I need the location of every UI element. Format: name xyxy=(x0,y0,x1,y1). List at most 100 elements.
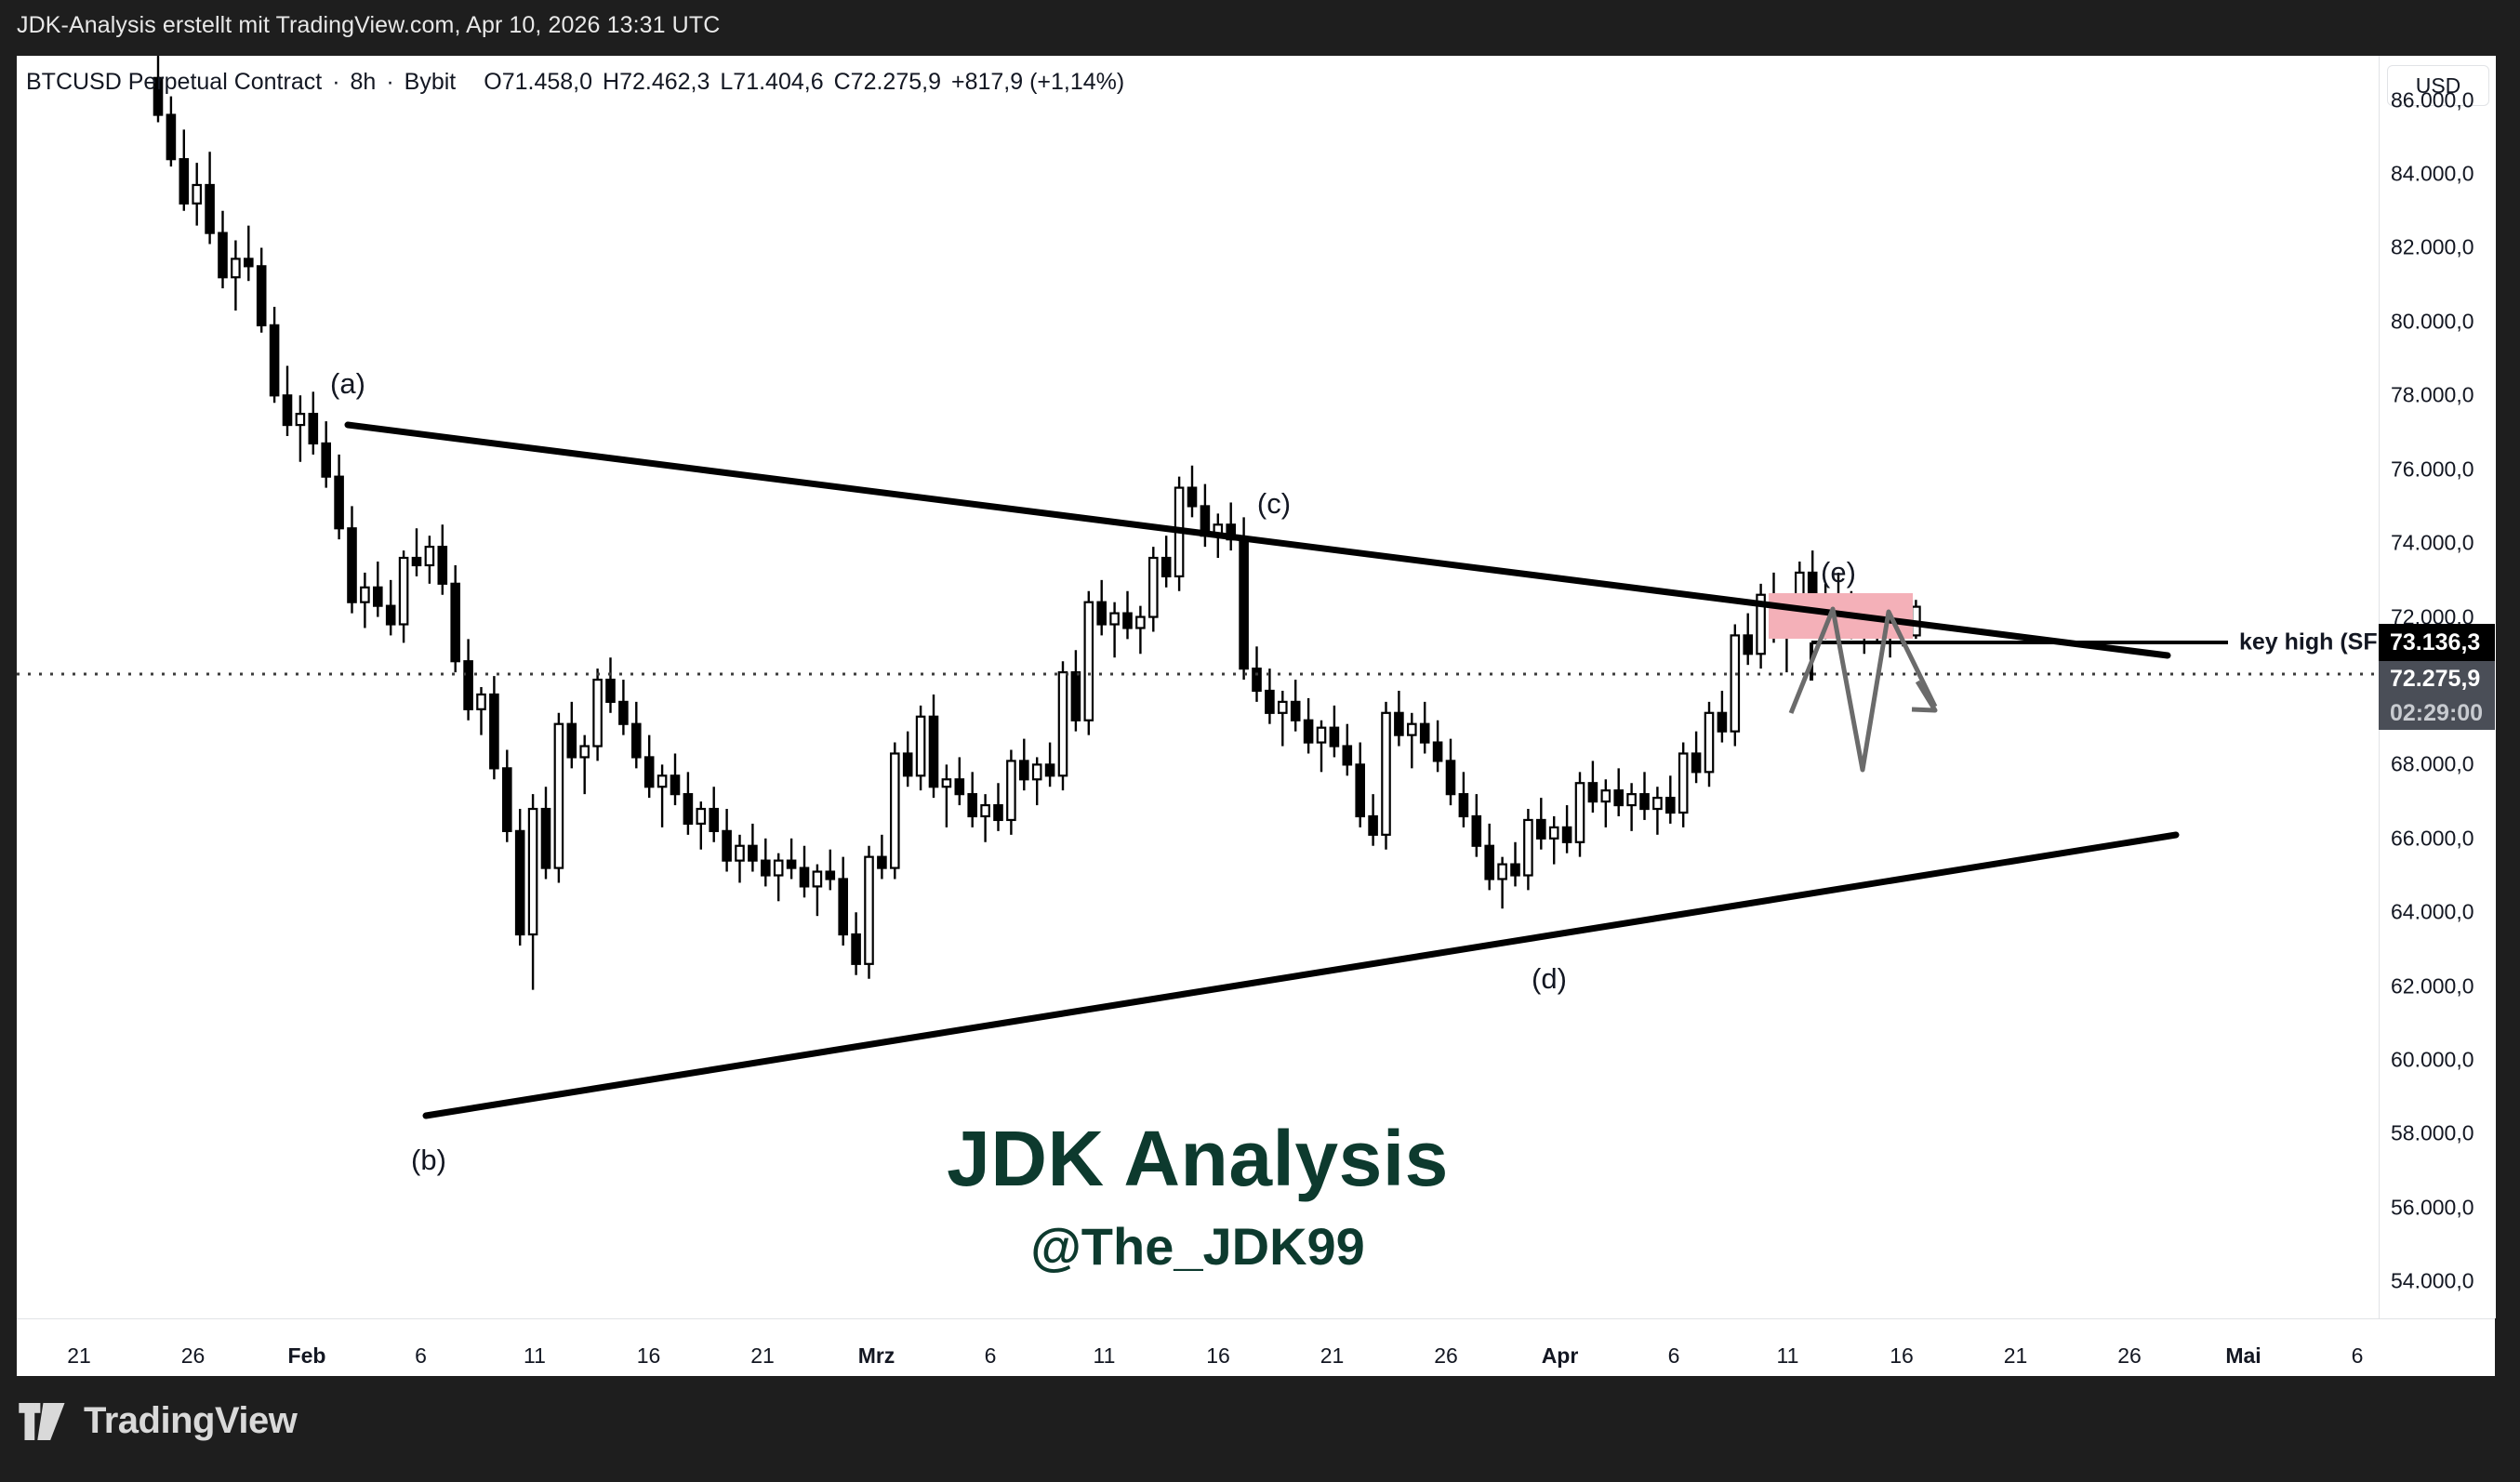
chart-drawings-layer xyxy=(17,56,2379,1119)
top-caption-bar: JDK-Analysis erstellt mit TradingView.co… xyxy=(0,0,2520,56)
candle-body-down xyxy=(166,113,177,161)
key-high-label: key high (SFP?) xyxy=(2239,629,2379,655)
candle-body-down xyxy=(566,722,577,759)
candle-body-down xyxy=(308,413,319,445)
candle-body-up xyxy=(1756,593,1766,655)
candle-body-up xyxy=(360,586,370,603)
candle-body-down xyxy=(709,807,719,832)
candle-body-down xyxy=(1018,760,1029,781)
candle-body-down xyxy=(218,232,228,279)
price-tick: 62.000,0 xyxy=(2391,973,2474,999)
candle-body-down xyxy=(373,586,383,607)
candle-body-up xyxy=(592,678,603,748)
price-axis-unit: USD xyxy=(2387,65,2489,106)
candle-body-down xyxy=(851,933,861,965)
candle-body-down xyxy=(1252,668,1262,693)
candle-body-up xyxy=(735,844,745,862)
candle-body-down xyxy=(630,722,642,759)
current-price-label: 72.275,9 xyxy=(2379,661,2495,696)
candle-body-down xyxy=(321,442,331,478)
candle-body-down xyxy=(902,752,913,777)
price-tick: 56.000,0 xyxy=(2391,1195,2474,1220)
candle-body-down xyxy=(1265,689,1275,714)
legend-interval[interactable]: 8h xyxy=(350,69,377,95)
footer-bar: TradingView xyxy=(0,1376,2520,1482)
candle-body-up xyxy=(1083,601,1094,721)
candle-body-down xyxy=(1161,556,1172,577)
time-tick-day: 11 xyxy=(1093,1343,1116,1368)
candle-body-down xyxy=(437,546,448,585)
candle-body-down xyxy=(540,807,551,869)
candle-body-down xyxy=(411,556,422,567)
candle-body-down xyxy=(1691,752,1702,774)
tradingview-logo[interactable]: TradingView xyxy=(19,1400,298,1442)
candle-body-up xyxy=(1057,671,1068,777)
lower-trendline[interactable] xyxy=(422,831,2180,1119)
tradingview-mark-icon xyxy=(19,1402,65,1440)
time-tick-day: 16 xyxy=(636,1343,661,1368)
time-tick-day: 21 xyxy=(750,1343,775,1368)
candle-body-down xyxy=(1484,844,1494,880)
projection-arrow-icon xyxy=(1911,680,1938,713)
time-axis[interactable]: 21 26 Feb 6 11 16 21 Mrz 6 11 16 21 26 Apr 6 11 16 21 26 Ma… xyxy=(17,1318,2495,1377)
candle-body-down xyxy=(1187,486,1198,508)
wave-label-c: (c) xyxy=(1256,487,1292,520)
candle-body-down xyxy=(825,870,836,880)
candle-body-down xyxy=(618,700,629,725)
candle-body-down xyxy=(1743,634,1753,655)
price-tick: 60.000,0 xyxy=(2391,1047,2474,1072)
candle-body-up xyxy=(1730,634,1741,733)
candle-body-down xyxy=(1535,818,1546,840)
candle-body-up xyxy=(1548,826,1559,840)
candle-body-up xyxy=(864,855,874,965)
key-high-price-label: 73.136,3 xyxy=(2379,624,2495,661)
price-plot-area[interactable]: BTCUSD Perpetual Contract · 8h · Bybit O… xyxy=(17,56,2379,1318)
candle-body-up xyxy=(295,413,306,427)
time-tick-day: 6 xyxy=(1667,1343,1680,1368)
candle-body-up xyxy=(424,546,435,567)
time-tick-day: 16 xyxy=(1890,1343,1914,1368)
candle-body-down xyxy=(347,527,357,603)
candle-body-down xyxy=(205,183,215,234)
candle-body-down xyxy=(605,678,616,703)
time-tick-month: Apr xyxy=(1541,1343,1579,1368)
candle-body-down xyxy=(967,793,977,818)
candle-body-down xyxy=(1419,722,1430,744)
candle-body-down xyxy=(1290,700,1301,721)
candle-body-up xyxy=(1652,797,1663,811)
candle-body-down xyxy=(1639,793,1650,811)
projection-path xyxy=(1788,606,1938,773)
candle-body-up xyxy=(696,807,707,826)
candle-body-up xyxy=(527,807,538,936)
time-tick-day: 16 xyxy=(1206,1343,1230,1368)
symbol-legend[interactable]: BTCUSD Perpetual Contract · 8h · Bybit O… xyxy=(26,69,1124,96)
candle-body-down xyxy=(256,265,267,326)
candle-body-up xyxy=(476,693,486,710)
candle-body-up xyxy=(980,803,990,818)
bar-countdown-label: 02:29:00 xyxy=(2379,696,2495,730)
wave-label-e: (e) xyxy=(1821,556,1856,589)
candle-body-up xyxy=(657,774,668,788)
price-tick: 68.000,0 xyxy=(2391,751,2474,776)
candle-body-down xyxy=(1613,789,1624,807)
candle-body-down xyxy=(683,793,694,826)
candle-body-down xyxy=(463,660,473,710)
candle-body-down xyxy=(450,582,460,663)
candle-body-down xyxy=(1355,763,1365,818)
tradingview-wordmark: TradingView xyxy=(84,1400,298,1441)
legend-sep-2: · xyxy=(386,69,394,95)
candle-body-down xyxy=(954,778,965,796)
candle-body-down xyxy=(1044,763,1055,777)
price-tick: 86.000,0 xyxy=(2391,87,2474,112)
candle-body-down xyxy=(1303,719,1314,744)
legend-exchange: Bybit xyxy=(404,69,457,95)
candle-body-up xyxy=(889,752,900,869)
candle-body-down xyxy=(1561,826,1572,843)
candle-body-down xyxy=(1432,741,1443,762)
candle-body-up xyxy=(192,183,202,205)
upper-trendline[interactable] xyxy=(344,421,2171,659)
candle-body-down xyxy=(1510,863,1520,877)
legend-open: O71.458,0 xyxy=(484,69,593,95)
candle-body-down xyxy=(799,867,810,888)
wave-label-d: (d) xyxy=(1532,962,1567,995)
